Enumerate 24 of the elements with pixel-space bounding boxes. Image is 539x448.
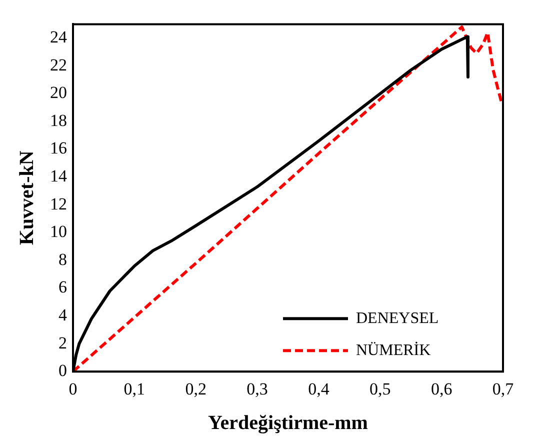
y-tick-label: 10 [50, 222, 67, 242]
x-tick-label: 0,1 [124, 379, 146, 398]
legend-label: NÜMERİK [356, 340, 432, 359]
y-tick-label: 16 [50, 138, 67, 158]
y-tick-label: 12 [50, 194, 67, 214]
legend-label: DENEYSEL [356, 310, 439, 327]
x-tick-label: 0,7 [492, 379, 514, 398]
y-tick-label: 22 [50, 55, 67, 74]
y-tick-label: 14 [50, 166, 68, 186]
y-tick-label: 18 [50, 110, 67, 130]
y-tick-label: 24 [50, 28, 68, 47]
y-tick-label: 0 [58, 361, 67, 380]
y-tick-label: 8 [58, 250, 67, 269]
x-tick-label: 0,4 [308, 379, 330, 398]
x-tick-label: 0,5 [370, 379, 391, 398]
x-tick-label: 0,3 [246, 379, 268, 398]
x-tick-label: 0,6 [430, 379, 452, 398]
x-axis-title: Yerdeğiştirme-mm [208, 412, 368, 434]
y-tick-label: 2 [58, 333, 67, 352]
y-tick-label: 6 [58, 278, 67, 297]
y-axis-title: Kuvvet-kN [16, 150, 38, 246]
y-tick-label: 4 [58, 305, 68, 324]
y-tick-label: 20 [50, 83, 67, 102]
x-tick-label: 0,2 [185, 379, 206, 398]
